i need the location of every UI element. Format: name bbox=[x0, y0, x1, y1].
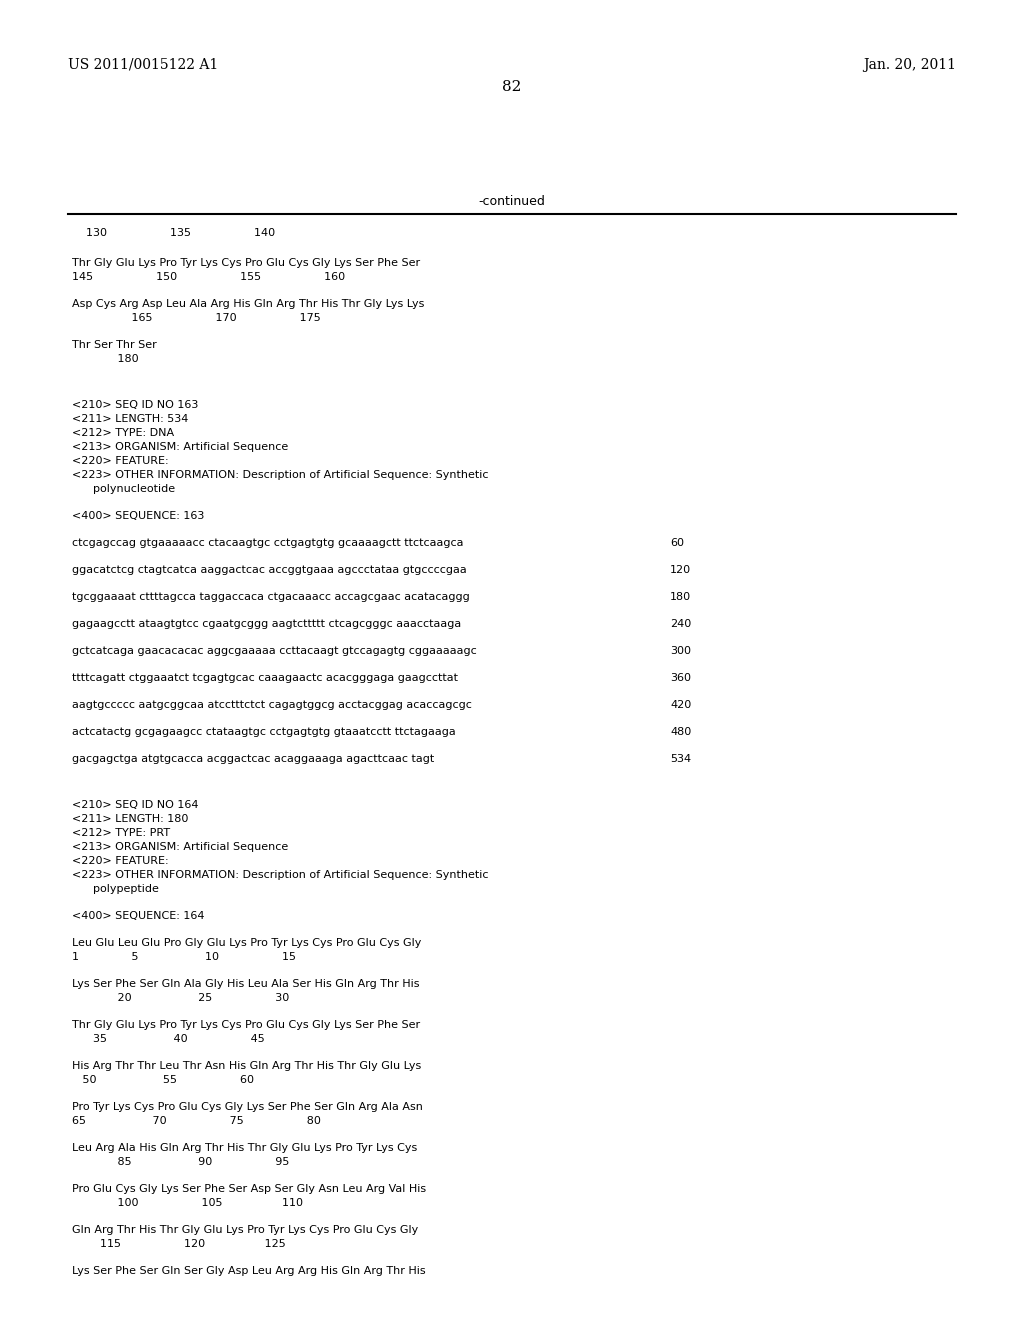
Text: <212> TYPE: DNA: <212> TYPE: DNA bbox=[72, 428, 174, 438]
Text: 420: 420 bbox=[670, 700, 691, 710]
Text: polynucleotide: polynucleotide bbox=[72, 484, 175, 494]
Text: 360: 360 bbox=[670, 673, 691, 682]
Text: tgcggaaaat cttttagcca taggaccaca ctgacaaacc accagcgaac acatacaggg: tgcggaaaat cttttagcca taggaccaca ctgacaa… bbox=[72, 591, 470, 602]
Text: 534: 534 bbox=[670, 754, 691, 764]
Text: Pro Tyr Lys Cys Pro Glu Cys Gly Lys Ser Phe Ser Gln Arg Ala Asn: Pro Tyr Lys Cys Pro Glu Cys Gly Lys Ser … bbox=[72, 1102, 423, 1111]
Text: 50                   55                  60: 50 55 60 bbox=[72, 1074, 254, 1085]
Text: <220> FEATURE:: <220> FEATURE: bbox=[72, 855, 169, 866]
Text: aagtgccccc aatgcggcaa atcctttctct cagagtggcg acctacggag acaccagcgc: aagtgccccc aatgcggcaa atcctttctct cagagt… bbox=[72, 700, 472, 710]
Text: gctcatcaga gaacacacac aggcgaaaaa ccttacaagt gtccagagtg cggaaaaagc: gctcatcaga gaacacacac aggcgaaaaa ccttaca… bbox=[72, 645, 477, 656]
Text: <400> SEQUENCE: 164: <400> SEQUENCE: 164 bbox=[72, 911, 205, 921]
Text: polypeptide: polypeptide bbox=[72, 884, 159, 894]
Text: 145                  150                  155                  160: 145 150 155 160 bbox=[72, 272, 345, 282]
Text: 180: 180 bbox=[72, 354, 138, 364]
Text: <210> SEQ ID NO 164: <210> SEQ ID NO 164 bbox=[72, 800, 199, 810]
Text: 480: 480 bbox=[670, 727, 691, 737]
Text: <223> OTHER INFORMATION: Description of Artificial Sequence: Synthetic: <223> OTHER INFORMATION: Description of … bbox=[72, 470, 488, 480]
Text: Leu Glu Leu Glu Pro Gly Glu Lys Pro Tyr Lys Cys Pro Glu Cys Gly: Leu Glu Leu Glu Pro Gly Glu Lys Pro Tyr … bbox=[72, 939, 421, 948]
Text: <220> FEATURE:: <220> FEATURE: bbox=[72, 455, 169, 466]
Text: Leu Arg Ala His Gln Arg Thr His Thr Gly Glu Lys Pro Tyr Lys Cys: Leu Arg Ala His Gln Arg Thr His Thr Gly … bbox=[72, 1143, 417, 1152]
Text: <213> ORGANISM: Artificial Sequence: <213> ORGANISM: Artificial Sequence bbox=[72, 842, 288, 851]
Text: His Arg Thr Thr Leu Thr Asn His Gln Arg Thr His Thr Gly Glu Lys: His Arg Thr Thr Leu Thr Asn His Gln Arg … bbox=[72, 1061, 421, 1071]
Text: <223> OTHER INFORMATION: Description of Artificial Sequence: Synthetic: <223> OTHER INFORMATION: Description of … bbox=[72, 870, 488, 880]
Text: 180: 180 bbox=[670, 591, 691, 602]
Text: 130                  135                  140: 130 135 140 bbox=[72, 228, 275, 238]
Text: 120: 120 bbox=[670, 565, 691, 576]
Text: US 2011/0015122 A1: US 2011/0015122 A1 bbox=[68, 58, 218, 73]
Text: Thr Gly Glu Lys Pro Tyr Lys Cys Pro Glu Cys Gly Lys Ser Phe Ser: Thr Gly Glu Lys Pro Tyr Lys Cys Pro Glu … bbox=[72, 1020, 420, 1030]
Text: 60: 60 bbox=[670, 539, 684, 548]
Text: actcatactg gcgagaagcc ctataagtgc cctgagtgtg gtaaatcctt ttctagaaga: actcatactg gcgagaagcc ctataagtgc cctgagt… bbox=[72, 727, 456, 737]
Text: ttttcagatt ctggaaatct tcgagtgcac caaagaactc acacgggaga gaagccttat: ttttcagatt ctggaaatct tcgagtgcac caaagaa… bbox=[72, 673, 458, 682]
Text: Gln Arg Thr His Thr Gly Glu Lys Pro Tyr Lys Cys Pro Glu Cys Gly: Gln Arg Thr His Thr Gly Glu Lys Pro Tyr … bbox=[72, 1225, 418, 1236]
Text: <213> ORGANISM: Artificial Sequence: <213> ORGANISM: Artificial Sequence bbox=[72, 442, 288, 451]
Text: Pro Glu Cys Gly Lys Ser Phe Ser Asp Ser Gly Asn Leu Arg Val His: Pro Glu Cys Gly Lys Ser Phe Ser Asp Ser … bbox=[72, 1184, 426, 1195]
Text: <400> SEQUENCE: 163: <400> SEQUENCE: 163 bbox=[72, 511, 205, 521]
Text: 1               5                   10                  15: 1 5 10 15 bbox=[72, 952, 296, 962]
Text: 65                   70                  75                  80: 65 70 75 80 bbox=[72, 1115, 321, 1126]
Text: ctcgagccag gtgaaaaacc ctacaagtgc cctgagtgtg gcaaaagctt ttctcaagca: ctcgagccag gtgaaaaacc ctacaagtgc cctgagt… bbox=[72, 539, 464, 548]
Text: 165                  170                  175: 165 170 175 bbox=[72, 313, 321, 323]
Text: Thr Gly Glu Lys Pro Tyr Lys Cys Pro Glu Cys Gly Lys Ser Phe Ser: Thr Gly Glu Lys Pro Tyr Lys Cys Pro Glu … bbox=[72, 257, 420, 268]
Text: 85                   90                  95: 85 90 95 bbox=[72, 1158, 290, 1167]
Text: gagaagcctt ataagtgtcc cgaatgcggg aagtcttttt ctcagcgggc aaacctaaga: gagaagcctt ataagtgtcc cgaatgcggg aagtctt… bbox=[72, 619, 461, 630]
Text: 240: 240 bbox=[670, 619, 691, 630]
Text: Asp Cys Arg Asp Leu Ala Arg His Gln Arg Thr His Thr Gly Lys Lys: Asp Cys Arg Asp Leu Ala Arg His Gln Arg … bbox=[72, 300, 424, 309]
Text: <211> LENGTH: 534: <211> LENGTH: 534 bbox=[72, 414, 188, 424]
Text: 300: 300 bbox=[670, 645, 691, 656]
Text: Lys Ser Phe Ser Gln Ala Gly His Leu Ala Ser His Gln Arg Thr His: Lys Ser Phe Ser Gln Ala Gly His Leu Ala … bbox=[72, 979, 420, 989]
Text: <211> LENGTH: 180: <211> LENGTH: 180 bbox=[72, 814, 188, 824]
Text: 35                   40                  45: 35 40 45 bbox=[72, 1034, 265, 1044]
Text: <210> SEQ ID NO 163: <210> SEQ ID NO 163 bbox=[72, 400, 199, 411]
Text: Jan. 20, 2011: Jan. 20, 2011 bbox=[863, 58, 956, 73]
Text: 82: 82 bbox=[503, 81, 521, 94]
Text: ggacatctcg ctagtcatca aaggactcac accggtgaaa agccctataa gtgccccgaa: ggacatctcg ctagtcatca aaggactcac accggtg… bbox=[72, 565, 467, 576]
Text: 115                  120                 125: 115 120 125 bbox=[72, 1239, 286, 1249]
Text: Thr Ser Thr Ser: Thr Ser Thr Ser bbox=[72, 341, 157, 350]
Text: <212> TYPE: PRT: <212> TYPE: PRT bbox=[72, 828, 170, 838]
Text: 20                   25                  30: 20 25 30 bbox=[72, 993, 289, 1003]
Text: Lys Ser Phe Ser Gln Ser Gly Asp Leu Arg Arg His Gln Arg Thr His: Lys Ser Phe Ser Gln Ser Gly Asp Leu Arg … bbox=[72, 1266, 426, 1276]
Text: gacgagctga atgtgcacca acggactcac acaggaaaga agacttcaac tagt: gacgagctga atgtgcacca acggactcac acaggaa… bbox=[72, 754, 434, 764]
Text: 100                  105                 110: 100 105 110 bbox=[72, 1199, 303, 1208]
Text: -continued: -continued bbox=[478, 195, 546, 209]
